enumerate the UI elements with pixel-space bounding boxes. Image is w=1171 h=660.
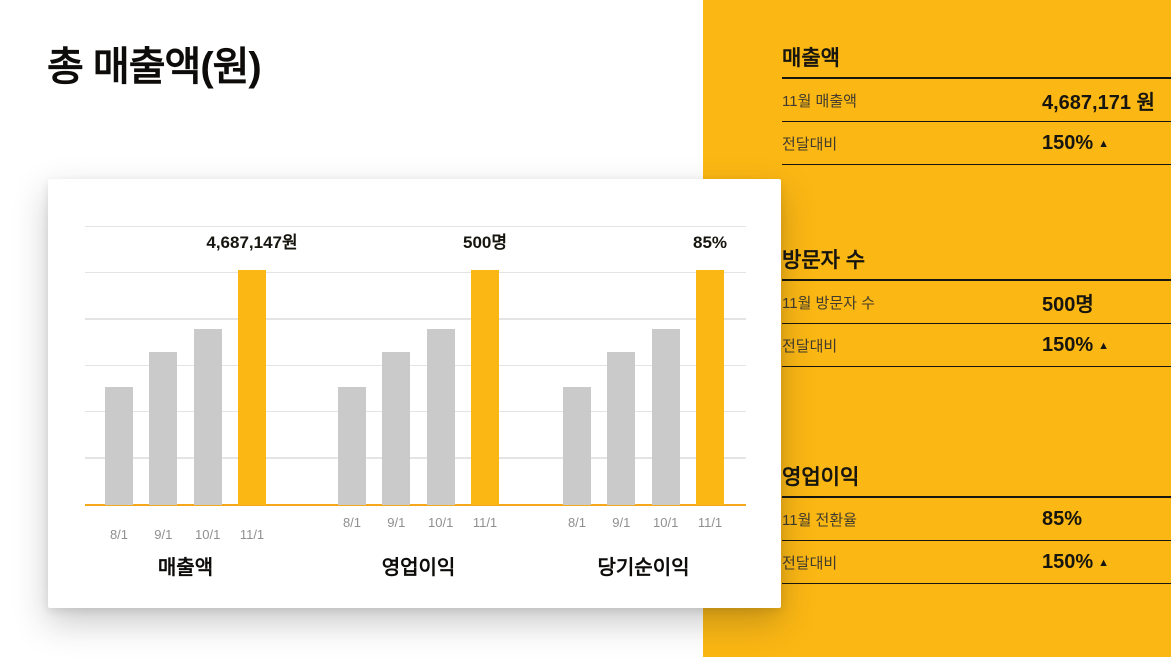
row-label: 전달대비 [782, 554, 838, 572]
x-tick-label: 8/1 [109, 527, 129, 542]
bar [382, 352, 411, 505]
row-value: 150% ▲ [1042, 550, 1110, 573]
gridline [85, 318, 746, 320]
x-tick-label: 9/1 [154, 527, 173, 542]
section-heading: 영업이익 [782, 467, 1171, 499]
row-label: 전달대비 [782, 135, 838, 153]
highlight-bar [470, 270, 499, 505]
bar [651, 329, 680, 505]
bar-value-label: 500명 [462, 233, 508, 252]
section-heading: 방문자 수 [782, 250, 1171, 282]
highlight-bar [695, 270, 724, 505]
x-tick-label: 11/1 [472, 515, 498, 530]
x-tick-label: 11/1 [239, 527, 265, 542]
bar-value-label: 4,687,147원 [206, 233, 298, 252]
x-tick-label: 10/1 [428, 515, 454, 530]
bar [105, 387, 133, 505]
summary-panel-content: 매출액 11월 매출액 4,687,171 원 전달대비 150% ▲ 방문자 수 11월 방… [782, 0, 1171, 585]
chart-group-label: 당기순이익 [597, 557, 690, 579]
summary-row: 11월 전환율 85% [782, 498, 1171, 542]
bar [563, 387, 591, 505]
bar [193, 329, 222, 505]
bar [149, 352, 178, 505]
row-value: 85% [1042, 507, 1083, 530]
bar [338, 387, 366, 505]
gridline [85, 225, 746, 228]
bar-value-label: 85% [692, 233, 728, 252]
chart-group-label: 영업이익 [381, 557, 456, 579]
row-value: 150% ▲ [1042, 131, 1110, 154]
x-axis-line [85, 503, 746, 506]
highlight-bar [237, 270, 266, 505]
x-tick-label: 10/1 [653, 515, 679, 530]
row-label: 전달대비 [782, 337, 838, 355]
gridline [85, 410, 746, 413]
summary-row: 전달대비 150% ▲ [782, 541, 1171, 585]
row-label: 11월 매출액 [782, 92, 857, 110]
x-tick-label: 10/1 [195, 527, 221, 542]
x-tick-label: 9/1 [387, 515, 406, 530]
row-value: 150% ▲ [1042, 333, 1110, 356]
x-tick-label: 9/1 [612, 515, 631, 530]
gridline [85, 457, 746, 459]
x-tick-label: 11/1 [697, 515, 723, 530]
up-arrow-icon: ▲ [1098, 137, 1110, 150]
bar [426, 329, 455, 505]
x-tick-label: 8/1 [342, 515, 362, 530]
summary-row: 전달대비 150% ▲ [782, 324, 1171, 368]
summary-row: 11월 방문자 수 500명 [782, 281, 1171, 325]
up-arrow-icon: ▲ [1098, 339, 1110, 352]
bar [607, 352, 636, 505]
bar-group: 8/1 9/1 10/1 11/1 85% 당기순이익 [563, 233, 727, 579]
summary-panel: 매출액 11월 매출액 4,687,171 원 전달대비 150% ▲ 방문자 수 11월 방… [703, 0, 1171, 657]
gridline [85, 271, 746, 274]
summary-section: 영업이익 11월 전환율 85% 전달대비 150% ▲ [782, 467, 1171, 585]
x-tick-label: 8/1 [567, 515, 587, 530]
gridline [85, 364, 746, 367]
chart-group-label: 매출액 [157, 557, 214, 579]
row-value: 500명 [1042, 293, 1094, 316]
page-title: 총 매출액(원) [47, 45, 262, 89]
up-arrow-icon: ▲ [1098, 556, 1110, 569]
summary-row: 전달대비 150% ▲ [782, 122, 1171, 166]
summary-row: 11월 매출액 4,687,171 원 [782, 79, 1171, 123]
section-heading: 매출액 [782, 47, 1171, 80]
row-value: 4,687,171 원 [1042, 91, 1155, 114]
row-label: 11월 방문자 수 [782, 294, 875, 312]
row-label: 11월 전환율 [782, 511, 857, 529]
